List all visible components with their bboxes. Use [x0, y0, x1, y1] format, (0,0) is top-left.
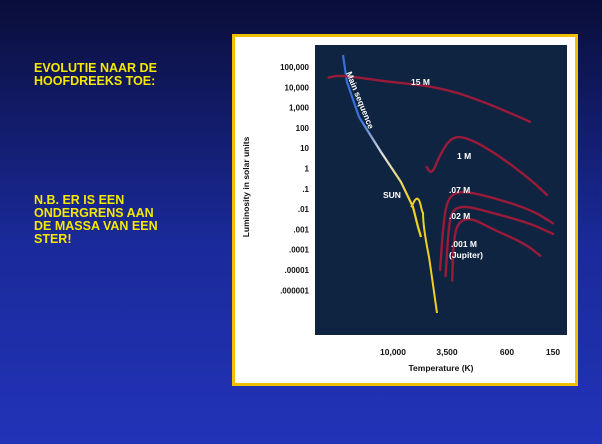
series-label: .001 M [451, 239, 477, 249]
series-label: 15 M [411, 77, 430, 87]
series-line [444, 205, 555, 278]
series-line [451, 218, 542, 282]
series-label: .02 M [449, 211, 470, 221]
sun-label: SUN [383, 190, 401, 200]
note-line: STER! [34, 232, 72, 246]
series-line [438, 190, 555, 272]
note-line: ONDERGRENS AAN [34, 206, 154, 220]
series-line [327, 74, 532, 123]
sun-track-line [410, 197, 438, 314]
main-sequence-line [341, 54, 423, 238]
heading-line: HOOFDREEKS TOE: [34, 74, 156, 88]
series-label: 1 M [457, 151, 471, 161]
y-tick-label: .000001 [280, 286, 309, 295]
y-tick-label: 10 [300, 144, 309, 153]
y-tick-label: .001 [293, 225, 309, 234]
y-tick-label: 100,000 [280, 63, 309, 72]
note-line: DE MASSA VAN EEN [34, 219, 158, 233]
slide-note: N.B. ER IS EEN ONDERGRENS AAN DE MASSA V… [34, 194, 158, 246]
plot-area [315, 45, 567, 335]
y-tick-label: 1,000 [289, 104, 310, 113]
hr-diagram-chart: 100,000 10,000 1,000 100 10 1 .1 .01 .001 .0001 .0… [241, 45, 567, 373]
x-tick-label: 600 [500, 347, 514, 357]
y-tick-label: 100 [296, 124, 310, 133]
x-tick-label: 10,000 [380, 347, 406, 357]
slide-heading: EVOLUTIE NAAR DE HOOFDREEKS TOE: [34, 62, 157, 88]
series-label-sub: (Jupiter) [449, 250, 483, 260]
series-line [425, 135, 549, 197]
series-label: .07 M [449, 185, 470, 195]
y-axis-label: Luminosity in solar units [241, 136, 251, 237]
y-tick-label: .00001 [285, 266, 310, 275]
heading-line: EVOLUTIE NAAR DE [34, 61, 157, 75]
y-tick-label: 10,000 [285, 83, 310, 92]
y-tick-label: .1 [302, 185, 309, 194]
hr-diagram-figure: 100,000 10,000 1,000 100 10 1 .1 .01 .001 .0001 .0… [232, 34, 578, 386]
x-tick-label: 150 [546, 347, 560, 357]
note-line: N.B. ER IS EEN [34, 193, 125, 207]
y-tick-label: .01 [298, 205, 310, 214]
x-tick-label: 3,500 [436, 347, 458, 357]
x-axis-label: Temperature (K) [408, 363, 473, 373]
y-tick-label: 1 [305, 165, 310, 174]
y-tick-label: .0001 [289, 246, 310, 255]
